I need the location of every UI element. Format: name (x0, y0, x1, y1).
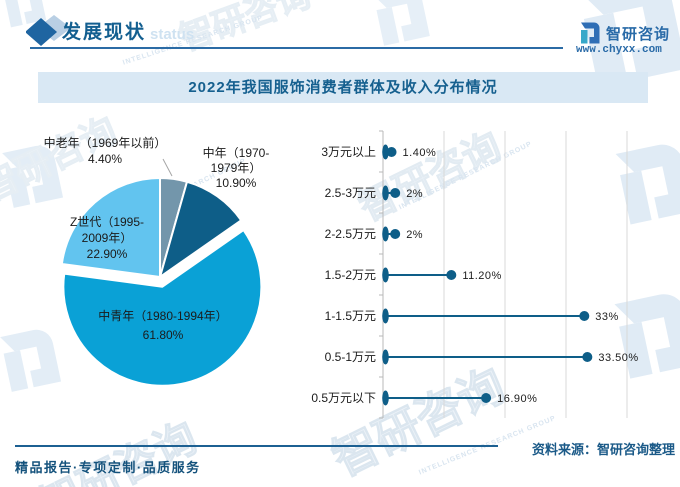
lollipop-base-pill (382, 308, 389, 324)
value-label: 2% (406, 188, 423, 200)
lollipop-dot (390, 229, 401, 239)
lollipop-base-pill (382, 185, 389, 201)
section-bullet-icon (26, 15, 71, 46)
pie-slice-label: 中老年（1969年以前） 4.40% (43, 136, 167, 166)
pie-slice (62, 229, 263, 387)
lollipop-dot (446, 270, 457, 280)
data-source: 资料来源：智研咨询整理 (531, 442, 675, 457)
pie-slice (159, 180, 243, 278)
value-label: 11.20% (462, 270, 502, 282)
lollipop-base-pill (382, 349, 389, 365)
value-label: 33.50% (598, 352, 638, 364)
watermark-logo (373, 0, 430, 46)
header-watermark-word: status (150, 26, 195, 43)
section-title: 发展现状 (62, 22, 147, 43)
value-label: 16.90% (497, 393, 537, 405)
lollipop-dot (481, 393, 492, 403)
pie-slice (60, 177, 161, 278)
watermark-logo (614, 290, 680, 379)
category-label: 2.5-3万元 (325, 186, 376, 200)
pie-slice-label: 中青年（1980-1994年） 61.80% (98, 309, 228, 342)
lollipop-base-pill (382, 226, 389, 242)
watermark-logo (2, 142, 64, 208)
pie-slice-label: Z世代（1995- 2009年） 22.90% (69, 215, 145, 261)
category-label: 2-2.5万元 (325, 227, 376, 241)
watermark-group-text: INTELLIGENCE RESEARCH GROUP (398, 140, 534, 212)
footer-tagline: 精品报告·专项定制·品质服务 (15, 460, 201, 475)
value-label: 2% (406, 229, 423, 241)
watermark-logo (615, 140, 680, 225)
category-label: 3万元以上 (321, 145, 376, 159)
lollipop-base-pill (382, 390, 389, 406)
lollipop-base-pill (382, 144, 389, 160)
watermark-brand-text: 智研咨询 (352, 125, 508, 230)
category-label: 1.5-2万元 (325, 268, 376, 282)
watermark-group-text: INTELLIGENCE RESEARCH GROUP (112, 157, 248, 229)
lollipop-base-pill (382, 267, 389, 283)
lollipop-dot (390, 188, 401, 198)
brand-logo-icon (581, 22, 600, 44)
brand-name: 智研咨询 (606, 26, 671, 43)
brand-url: www.chyxx.com (576, 44, 662, 56)
watermark-brand-text: 智研咨询 (0, 109, 123, 210)
chart-title: 2022年我国服饰消费者群体及收入分布情况 (188, 79, 498, 96)
chart-title-bar: 2022年我国服饰消费者群体及收入分布情况 (38, 72, 648, 103)
value-label: 33% (595, 311, 619, 323)
category-label: 0.5-1万元 (325, 350, 376, 364)
lollipop-dot (386, 147, 397, 157)
lollipop-dot (579, 311, 590, 321)
pie-slice-label: 中年（1970- 1979年） 10.90% (202, 146, 270, 190)
watermark-brand-text: 智研咨询 (324, 358, 513, 486)
watermark-logo (0, 326, 62, 392)
header-rule (30, 47, 563, 49)
pie-label-leader-line (162, 158, 173, 177)
category-label: 1-1.5万元 (325, 309, 376, 323)
value-label: 1.40% (403, 147, 437, 159)
category-label: 0.5万元以下 (311, 391, 376, 405)
pie-slice (159, 177, 189, 278)
lollipop-dot (582, 352, 593, 362)
footer-rule (15, 445, 498, 447)
